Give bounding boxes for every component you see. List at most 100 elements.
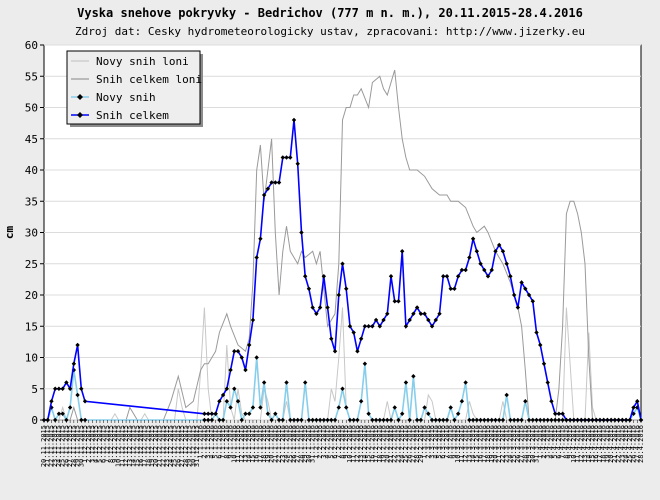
- data-point-snih-celkem: [541, 361, 547, 366]
- x-tick-label: 24.1.2016: [283, 425, 291, 463]
- data-point-novy-snih: [426, 411, 431, 416]
- x-tick-label: 27.12.2015: [178, 425, 186, 467]
- data-point-novy-snih: [523, 399, 528, 404]
- data-point-snih-celkem: [75, 342, 80, 348]
- data-point-novy-snih: [411, 374, 416, 379]
- data-point-snih-celkem: [485, 274, 491, 279]
- x-tick-label: 8.1.2016: [223, 425, 231, 459]
- data-point-snih-celkem: [358, 336, 364, 341]
- data-point-snih-celkem: [403, 324, 409, 329]
- x-tick-label: 22.4.2016: [615, 425, 623, 463]
- x-tick-label: 27.3.2016: [518, 425, 526, 463]
- x-tick-label: 20.11.2015: [40, 425, 48, 467]
- data-point-snih-celkem: [71, 361, 77, 366]
- data-point-snih-celkem: [269, 180, 274, 185]
- x-tick-label: 23.3.2016: [503, 425, 511, 463]
- x-tick-label: 19.1.2016: [264, 425, 272, 463]
- data-point-novy-snih: [254, 355, 259, 360]
- x-tick-label: 8.12.2015: [107, 425, 115, 463]
- data-point-snih-celkem: [433, 317, 438, 323]
- x-tick-label: 9.12.2015: [111, 425, 119, 463]
- data-point-novy-snih: [75, 392, 80, 398]
- x-tick-label: 13.3.2016: [465, 425, 473, 463]
- data-point-snih-celkem: [489, 267, 494, 273]
- x-tick-label: 15.4.2016: [588, 425, 596, 463]
- data-point-snih-celkem: [49, 399, 54, 404]
- x-tick-label: 21.12.2015: [156, 425, 164, 467]
- x-tick-label: 12.3.2016: [462, 425, 470, 463]
- data-point-snih-celkem: [400, 249, 405, 254]
- x-tick-label: 1.12.2015: [81, 425, 89, 463]
- x-tick-label: 17.12.2015: [141, 425, 149, 467]
- x-tick-label: 11.2.2016: [350, 425, 358, 463]
- x-tick-label: 11.3.2016: [458, 425, 466, 463]
- x-tick-label: 19.2.2016: [380, 425, 388, 463]
- data-point-snih-celkem: [217, 399, 222, 404]
- x-tick-label: 14.3.2016: [469, 425, 477, 463]
- data-point-snih-celkem: [325, 305, 330, 310]
- data-point-novy-snih: [273, 411, 278, 416]
- x-tick-label: 27.11.2015: [66, 425, 74, 467]
- data-point-snih-celkem: [306, 286, 312, 291]
- x-tick-label: 30.11.2015: [77, 425, 85, 467]
- x-tick-label: 23.1.2016: [279, 425, 287, 463]
- data-point-snih-celkem: [52, 386, 58, 391]
- data-point-snih-celkem: [284, 155, 289, 160]
- data-point-snih-celkem: [414, 305, 420, 310]
- data-point-snih-celkem: [254, 255, 259, 260]
- data-point-snih-celkem: [407, 317, 412, 323]
- x-tick-label: 29.12.2015: [186, 425, 194, 467]
- y-axis-label: cm: [3, 226, 16, 240]
- data-point-snih-celkem: [426, 317, 431, 323]
- x-tick-label: 3.1.2016: [204, 425, 212, 459]
- data-point-novy-snih: [422, 405, 427, 410]
- data-point-novy-snih: [265, 411, 271, 416]
- data-point-snih-celkem: [515, 305, 521, 310]
- data-point-snih-celkem: [470, 236, 476, 241]
- data-point-novy-snih: [455, 411, 461, 416]
- y-tick-label: 10: [25, 352, 38, 365]
- data-point-snih-celkem: [392, 299, 397, 304]
- x-tick-label: 11.4.2016: [574, 425, 582, 463]
- x-tick-label: 28.3.2016: [521, 425, 529, 463]
- x-tick-label: 22.1.2016: [275, 425, 283, 463]
- data-point-snih-celkem: [280, 155, 285, 160]
- x-tick-label: 6.4.2016: [555, 425, 563, 459]
- data-point-snih-celkem: [381, 317, 386, 323]
- data-point-snih-celkem: [508, 274, 513, 279]
- data-point-novy-snih: [400, 411, 405, 416]
- x-tick-label: 29.2.2016: [417, 425, 425, 463]
- x-tick-label: 4.12.2015: [92, 425, 100, 463]
- data-point-snih-celkem: [377, 324, 383, 329]
- x-tick-label: 22.2.2016: [391, 425, 399, 463]
- data-point-snih-celkem: [459, 267, 465, 273]
- x-tick-label: 19.3.2016: [488, 425, 496, 463]
- x-tick-label: 22.12.2015: [159, 425, 167, 467]
- x-tick-label: 18.2.2016: [376, 425, 384, 463]
- data-point-novy-snih: [366, 411, 371, 416]
- x-tick-label: 16.1.2016: [253, 425, 261, 463]
- data-point-snih-celkem: [631, 405, 636, 410]
- data-point-snih-celkem: [455, 274, 461, 279]
- legend-box: [66, 50, 201, 125]
- x-tick-label: 16.2.2016: [368, 425, 376, 463]
- x-tick-label: 15.3.2016: [473, 425, 481, 463]
- x-tick-label: 20.12.2015: [152, 425, 160, 467]
- data-point-snih-celkem: [463, 267, 468, 273]
- data-point-snih-celkem: [411, 311, 416, 316]
- x-tick-label: 12.2.2016: [353, 425, 361, 463]
- data-point-snih-celkem: [56, 386, 62, 391]
- x-tick-label: 4.2.2016: [324, 425, 332, 459]
- x-tick-label: 28.11.2015: [70, 425, 78, 467]
- data-point-snih-celkem: [366, 324, 371, 329]
- x-tick-label: 19.12.2015: [148, 425, 156, 467]
- x-tick-label: 13.4.2016: [581, 425, 589, 463]
- x-tick-label: 9.3.2016: [450, 425, 458, 459]
- x-tick-label: 9.1.2016: [227, 425, 235, 459]
- data-point-snih-celkem: [64, 380, 69, 385]
- data-point-snih-celkem: [317, 305, 323, 310]
- x-tick-label: 26.3.2016: [514, 425, 522, 463]
- legend-marker: [77, 112, 83, 118]
- x-tick-label: 20.1.2016: [268, 425, 276, 463]
- x-tick-label: 14.2.2016: [361, 425, 369, 463]
